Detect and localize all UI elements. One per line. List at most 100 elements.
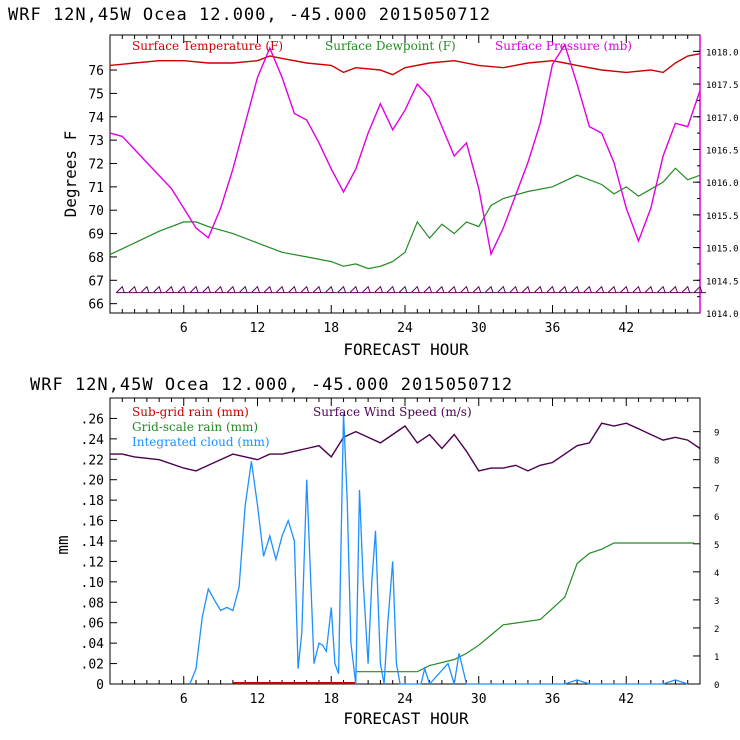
panel1-xlabel: FORECAST HOUR	[343, 340, 469, 359]
y2-tick-label: 1015.5	[706, 212, 739, 222]
panel2-ticks: 6 12 18 24 30 36 420.02.04.06.08.10.12.14.16.1…	[81, 398, 719, 707]
precipitation-panel: WRF 12N,45W Ocea 12.000, -45.000 2015050…	[30, 375, 719, 728]
wind-barb-marker	[226, 285, 239, 294]
wind-barb-marker	[509, 285, 522, 294]
y2-tick-label: 6	[714, 513, 719, 523]
y-tick-label: 76	[88, 64, 104, 79]
x-tick-label: 12	[250, 321, 266, 336]
y2-tick-label: 1018.0	[706, 48, 739, 58]
wind-barb-marker	[386, 285, 399, 294]
wind-barb-marker	[460, 285, 473, 294]
wind-barb-marker	[300, 285, 313, 294]
temperature-panel: WRF 12N,45W Ocea 12.000, -45.000 2015050…	[8, 5, 739, 359]
y-tick-label: .26	[81, 412, 104, 427]
y-tick-label: .22	[81, 453, 104, 468]
y2-tick-label: 0	[714, 681, 719, 691]
wind-barb-marker	[533, 285, 547, 294]
y-tick-label: 68	[88, 251, 104, 266]
wind-barb-marker	[570, 285, 584, 294]
x-tick-label: 30	[471, 321, 487, 336]
y2-tick-label: 1	[714, 653, 719, 663]
wind-barb-marker	[669, 285, 682, 294]
wind-barb-marker	[583, 285, 596, 294]
y-tick-label: 69	[88, 228, 104, 243]
wind-barb-marker	[165, 285, 178, 294]
x-tick-label: 36	[545, 321, 561, 336]
y2-tick-label: 7	[714, 485, 719, 495]
wind-barb-marker	[275, 285, 289, 294]
legend-integrated-cloud: Integrated cloud (mm)	[132, 435, 270, 449]
y-tick-label: 66	[88, 298, 104, 313]
panel2-title: WRF 12N,45W Ocea 12.000, -45.000 2015050…	[30, 375, 513, 395]
wind-barb-marker	[128, 285, 141, 294]
panel1-plot-frame	[109, 34, 701, 314]
y2-tick-label: 9	[714, 429, 719, 439]
wind-barb-marker	[472, 285, 485, 294]
wind-barb-marker	[312, 285, 325, 294]
y-tick-label: 72	[88, 157, 104, 172]
wind-barb-marker	[558, 285, 571, 294]
wind-barb-marker	[251, 285, 264, 294]
x-tick-label: 6	[180, 692, 188, 707]
x-tick-label: 42	[618, 692, 634, 707]
y-tick-label: .16	[81, 515, 104, 530]
legend-grid-scale-rain: Grid-scale rain (mm)	[132, 420, 258, 434]
y-tick-label: .08	[81, 596, 104, 611]
wind-barb-marker	[214, 285, 227, 294]
y2-tick-label: 1017.0	[706, 114, 739, 124]
x-tick-label: 18	[323, 321, 339, 336]
wind-barb-marker	[263, 285, 276, 294]
x-tick-label: 6	[180, 321, 188, 336]
y-tick-label: 74	[88, 111, 104, 126]
y2-tick-label: 3	[714, 597, 719, 607]
wind-barb-marker	[484, 285, 498, 294]
wind-barb-marker	[410, 285, 424, 294]
series-line-grid-scale-rain-mm	[355, 542, 694, 673]
y-tick-label: 75	[88, 87, 104, 102]
wind-barb-marker	[447, 285, 461, 294]
series-line-integrated-cloud-mm	[189, 413, 688, 686]
legend-subgrid-rain: Sub-grid rain (mm)	[132, 405, 249, 419]
wind-barb-marker	[398, 285, 411, 294]
x-tick-label: 24	[397, 321, 413, 336]
wind-barb-marker	[693, 285, 706, 294]
legend-surface-dewpoint: Surface Dewpoint (F)	[325, 39, 456, 53]
y-tick-label: 71	[88, 181, 104, 196]
wind-barb-marker	[349, 285, 362, 294]
panel1-ticks: 6 12 18 24 30 36 42 66 67 68 69 70 71 72 73 74 75 76 1014.…	[88, 34, 739, 336]
wind-barb-marker	[337, 285, 350, 294]
wind-barb-marker	[201, 285, 215, 294]
panel1-series	[109, 43, 701, 270]
wind-barb-marker	[496, 285, 510, 294]
wind-barb-marker	[189, 285, 203, 294]
y2-tick-label: 1014.5	[706, 277, 739, 287]
panel2-xlabel: FORECAST HOUR	[343, 709, 469, 728]
y-tick-label: .24	[81, 433, 105, 448]
y-tick-label: .12	[81, 555, 104, 570]
y-tick-label: .18	[81, 494, 104, 509]
y-tick-label: .14	[81, 535, 105, 550]
wind-barb-marker	[607, 285, 620, 294]
wind-barb-marker	[546, 285, 559, 294]
y-tick-label: .04	[81, 637, 105, 652]
y2-tick-label: 1016.0	[706, 179, 739, 189]
y2-tick-label: 2	[714, 625, 719, 635]
wind-barb-marker	[288, 285, 301, 294]
wind-barb-marker	[656, 285, 670, 294]
series-line-surface-dewpoint-f	[109, 167, 701, 270]
legend-surface-temperature: Surface Temperature (F)	[132, 39, 283, 53]
wind-barb-marker	[681, 285, 694, 294]
x-tick-label: 42	[618, 321, 634, 336]
wind-barb-marker	[361, 285, 375, 294]
series-line-surface-pressure-mb	[109, 43, 701, 257]
y2-tick-label: 1015.0	[706, 245, 739, 255]
panel2-ylabel: mm	[53, 535, 72, 554]
wind-barb-marker	[238, 285, 252, 294]
wind-barb-marker	[521, 285, 534, 294]
series-line-surface-temperature-f	[109, 53, 701, 76]
y-tick-label: .06	[81, 617, 104, 632]
legend-surface-pressure: Surface Pressure (mb)	[495, 39, 632, 53]
x-tick-label: 36	[545, 692, 561, 707]
y2-tick-label: 5	[714, 541, 719, 551]
